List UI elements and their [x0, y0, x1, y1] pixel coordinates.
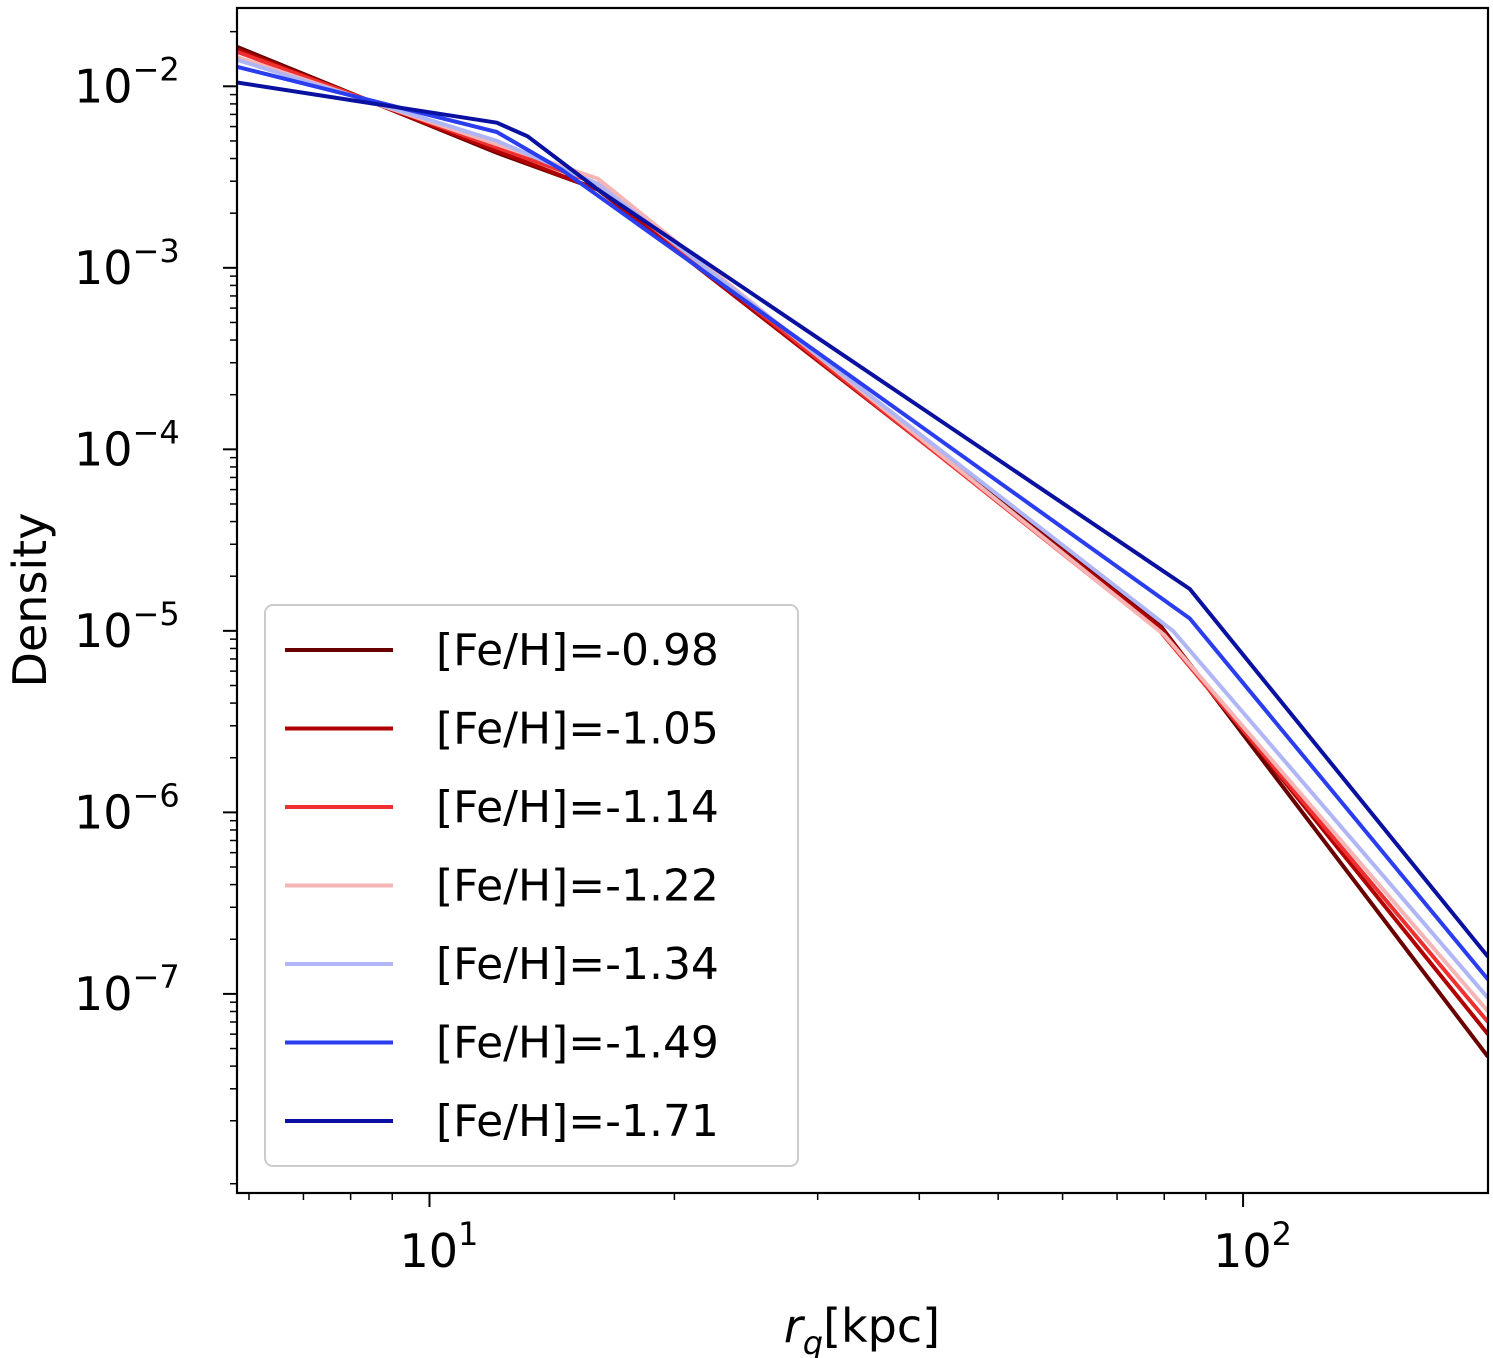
legend-box	[264, 604, 799, 1167]
y-axis-label: Density	[3, 513, 57, 688]
x-tick-label: 101	[399, 1215, 478, 1278]
x-tick-label: 102	[1213, 1215, 1292, 1278]
series-line-4	[237, 57, 1488, 1000]
y-tick-label: 10−7	[74, 958, 180, 1021]
axes-frame	[235, 6, 1490, 1195]
y-tick-label: 10−4	[74, 413, 180, 476]
legend-label-2: [Fe/H]=-1.14	[436, 782, 719, 833]
y-tick-label: 10−3	[74, 232, 180, 295]
x-axis-label-var: r	[784, 1299, 806, 1353]
y-tick-label: 10−6	[74, 776, 180, 839]
x-axis-label-unit: [kpc]	[823, 1299, 940, 1353]
x-axis-label-sub: q	[803, 1324, 823, 1358]
legend: [Fe/H]=-0.98 [Fe/H]=-1.05 [Fe/H]=-1.14 [Fe/…	[264, 604, 799, 1167]
legend-label-5: [Fe/H]=-1.49	[436, 1018, 719, 1069]
ticks-layer: 10−2 10−3 10−4 10−5 10−6 10−7 101 102	[74, 30, 1292, 1278]
legend-label-6: [Fe/H]=-1.71	[436, 1096, 719, 1147]
y-tick-label: 10−2	[74, 50, 180, 113]
series-line-6	[237, 80, 1488, 959]
legend-label-3: [Fe/H]=-1.22	[436, 861, 719, 912]
legend-label-1: [Fe/H]=-1.05	[436, 704, 719, 755]
y-tick-label: 10−5	[74, 595, 180, 658]
legend-label-4: [Fe/H]=-1.34	[436, 939, 719, 990]
x-axis-label: rq[kpc]	[784, 1299, 940, 1358]
series-layer	[237, 44, 1488, 1059]
legend-label-0: [Fe/H]=-0.98	[436, 625, 719, 676]
legend-items: [Fe/H]=-0.98 [Fe/H]=-1.05 [Fe/H]=-1.14 [Fe/…	[285, 625, 719, 1147]
